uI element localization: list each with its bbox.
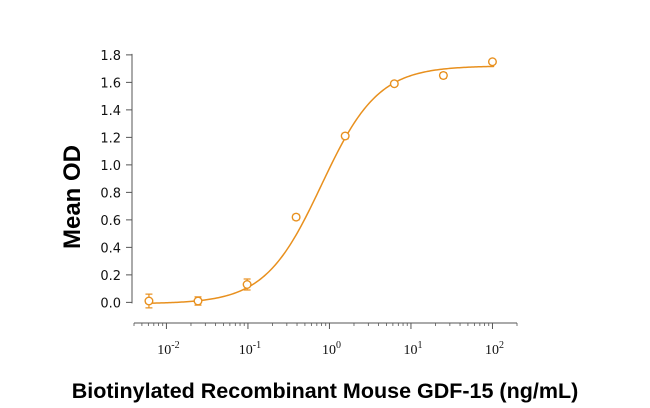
y-tick-label: 1.2 xyxy=(100,131,121,146)
data-point xyxy=(438,70,448,80)
fit-curve-layer xyxy=(145,65,495,305)
data-point xyxy=(144,293,154,309)
y-tick-label: 0.0 xyxy=(100,296,121,311)
y-tick-label: 0.2 xyxy=(100,269,121,284)
x-tick-label: 101 xyxy=(403,340,422,358)
y-tick-label: 1.8 xyxy=(100,49,121,64)
data-point xyxy=(340,131,350,141)
axes: 0.0 0.2 0.4 0.6 0.8 1.0 1.2 1.4 1.6 1.8 10-2 10-1 10… xyxy=(100,49,518,358)
point-marker xyxy=(340,131,350,141)
data-point xyxy=(487,57,497,67)
y-tick-label: 1.4 xyxy=(100,104,121,119)
x-tick-label: 10-2 xyxy=(157,340,179,358)
point-marker xyxy=(291,212,301,222)
data-points-layer xyxy=(144,57,497,309)
fit-curve xyxy=(145,65,495,305)
y-tick-label: 1.6 xyxy=(100,76,121,91)
y-tick-label: 0.6 xyxy=(100,214,121,229)
y-tick-label: 0.4 xyxy=(100,241,121,256)
point-marker xyxy=(438,70,448,80)
point-marker xyxy=(144,296,154,306)
data-point xyxy=(242,278,252,291)
x-tick-label: 10-1 xyxy=(239,340,261,358)
y-axis-title: Mean OD xyxy=(59,145,86,249)
point-marker xyxy=(193,296,203,306)
data-point xyxy=(291,212,301,222)
point-marker xyxy=(389,79,399,89)
data-point xyxy=(193,296,203,306)
x-axis-title: Biotinylated Recombinant Mouse GDF-15 (n… xyxy=(72,379,578,403)
y-tick-label: 0.8 xyxy=(100,186,121,201)
x-tick-label: 100 xyxy=(322,340,341,358)
point-marker xyxy=(242,280,252,290)
point-marker xyxy=(487,57,497,67)
y-tick-label: 1.0 xyxy=(100,159,121,174)
x-tick-label: 102 xyxy=(485,340,504,358)
data-point xyxy=(389,79,399,89)
